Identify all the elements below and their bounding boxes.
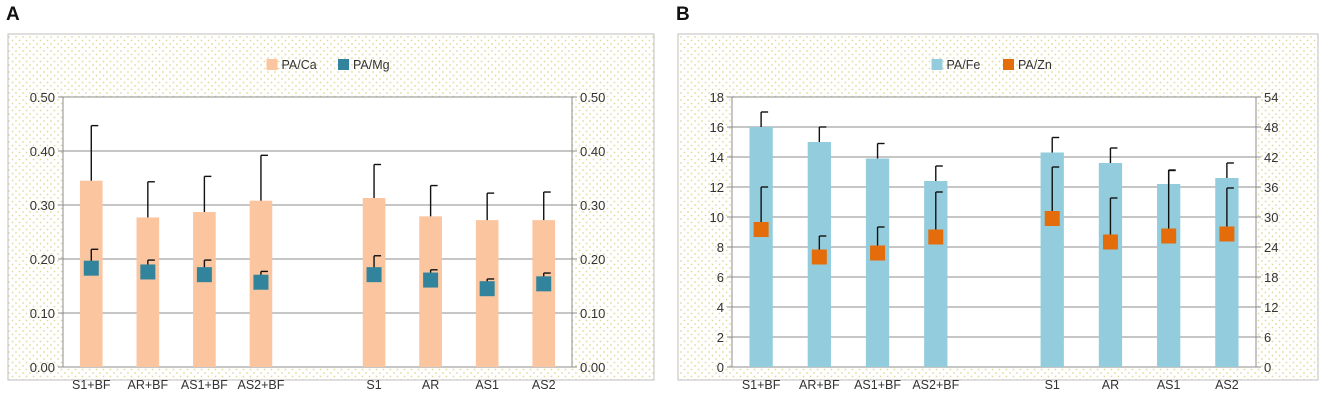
bar-pa-ca	[362, 197, 386, 367]
bar-pa-fe	[1098, 163, 1123, 367]
x-tick-label: AS1+BF	[854, 378, 901, 392]
y-left-tick-label: 4	[717, 300, 724, 315]
bar-pa-ca	[193, 212, 216, 367]
bar-pa-fe	[865, 158, 890, 367]
x-tick-label: AS2	[1215, 378, 1239, 392]
legend-swatch-bar	[266, 59, 278, 70]
bar-pa-ca	[136, 217, 160, 367]
legend: PA/Ca PA/Mg	[266, 58, 390, 72]
y-right-tick-label: 36	[1264, 180, 1278, 195]
marker-pa-zn	[1161, 228, 1177, 244]
legend-label: PA/Fe	[947, 58, 981, 72]
y-left-tick-label: 0.20	[30, 252, 55, 267]
y-right-tick-label: 6	[1264, 330, 1271, 345]
y-left-tick-label: 12	[710, 180, 724, 195]
y-right-tick-label: 0	[1264, 360, 1271, 375]
legend-label: PA/Ca	[282, 58, 317, 72]
x-tick-label: AR	[1102, 378, 1119, 392]
bar-pa-ca	[532, 220, 556, 367]
y-right-tick-label: 0.20	[580, 252, 605, 267]
legend: PA/Fe PA/Zn	[931, 58, 1052, 72]
x-tick-label: AR	[422, 378, 439, 392]
y-right-tick-label: 0.50	[580, 90, 605, 105]
marker-pa-mg	[479, 281, 495, 297]
x-tick-label: AS1	[475, 378, 499, 392]
bar-pa-ca	[419, 216, 442, 367]
marker-pa-mg	[83, 260, 99, 276]
marker-pa-mg	[196, 267, 212, 283]
y-left-tick-label: 14	[710, 150, 724, 165]
y-right-tick-label: 48	[1264, 120, 1278, 135]
marker-pa-zn	[928, 229, 944, 245]
x-tick-label: AS1	[1157, 378, 1181, 392]
bar-pa-fe	[924, 181, 948, 367]
legend-swatch-marker	[1003, 59, 1014, 70]
x-tick-label: S1	[366, 378, 381, 392]
marker-pa-mg	[140, 264, 156, 280]
y-left-tick-label: 16	[710, 120, 724, 135]
x-tick-label: S1+BF	[72, 378, 111, 392]
panel-a-letter: A	[6, 4, 20, 25]
x-tick-label: AS1+BF	[181, 378, 228, 392]
y-left-tick-label: 0.40	[30, 144, 55, 159]
x-tick-label: AS2	[532, 378, 556, 392]
marker-pa-zn	[753, 222, 769, 237]
x-tick-label: S1+BF	[742, 378, 781, 392]
y-right-tick-label: 0.00	[580, 360, 605, 375]
legend-swatch-marker	[338, 59, 349, 70]
y-right-tick-label: 0.10	[580, 306, 605, 321]
panel-b-letter: B	[676, 4, 690, 25]
y-right-tick-label: 0.40	[580, 144, 605, 159]
y-left-tick-label: 0.30	[30, 198, 55, 213]
x-tick-label: AS2+BF	[912, 378, 959, 392]
y-left-tick-label: 8	[717, 240, 724, 255]
y-left-tick-label: 0.10	[30, 306, 55, 321]
marker-pa-mg	[536, 276, 552, 292]
bar-pa-fe	[1215, 178, 1239, 367]
y-left-tick-label: 0	[717, 360, 724, 375]
legend-swatch-bar	[931, 59, 943, 70]
legend-label: PA/Mg	[353, 58, 390, 72]
y-right-tick-label: 12	[1264, 300, 1278, 315]
x-tick-label: AR+BF	[799, 378, 840, 392]
marker-pa-mg	[366, 267, 382, 283]
bar-pa-fe	[749, 127, 773, 367]
y-left-tick-label: 0.50	[30, 90, 55, 105]
marker-pa-mg	[423, 272, 439, 288]
y-left-tick-label: 2	[717, 330, 724, 345]
chart-panel-a: PA/Ca PA/Mg 0.00 0.00 0.10 0.10 0.20 0.20 0.30 0.…	[7, 33, 655, 392]
chart-panel-b: PA/Fe PA/Zn 0 0 2 6 4 12 6 18 8 24 10 30 12 36 14 42 16 48 1…	[677, 33, 1319, 392]
y-left-tick-label: 10	[710, 210, 724, 225]
marker-pa-zn	[1102, 234, 1118, 250]
x-tick-label: S1	[1045, 378, 1060, 392]
marker-pa-zn	[811, 249, 827, 265]
y-right-tick-label: 18	[1264, 270, 1278, 285]
y-right-tick-label: 42	[1264, 150, 1278, 165]
y-right-tick-label: 30	[1264, 210, 1278, 225]
marker-pa-zn	[1044, 211, 1060, 226]
bar-pa-fe	[1040, 152, 1064, 367]
y-right-tick-label: 0.30	[580, 198, 605, 213]
y-right-tick-label: 24	[1264, 240, 1278, 255]
marker-pa-zn	[870, 245, 886, 261]
y-left-tick-label: 18	[710, 90, 724, 105]
legend-label: PA/Zn	[1018, 58, 1052, 72]
y-left-tick-label: 6	[717, 270, 724, 285]
y-left-tick-label: 0.00	[30, 360, 55, 375]
marker-pa-zn	[1219, 226, 1235, 242]
y-right-tick-label: 54	[1264, 90, 1278, 105]
marker-pa-mg	[253, 274, 269, 290]
x-tick-label: AR+BF	[128, 378, 169, 392]
x-tick-label: AS2+BF	[237, 378, 284, 392]
